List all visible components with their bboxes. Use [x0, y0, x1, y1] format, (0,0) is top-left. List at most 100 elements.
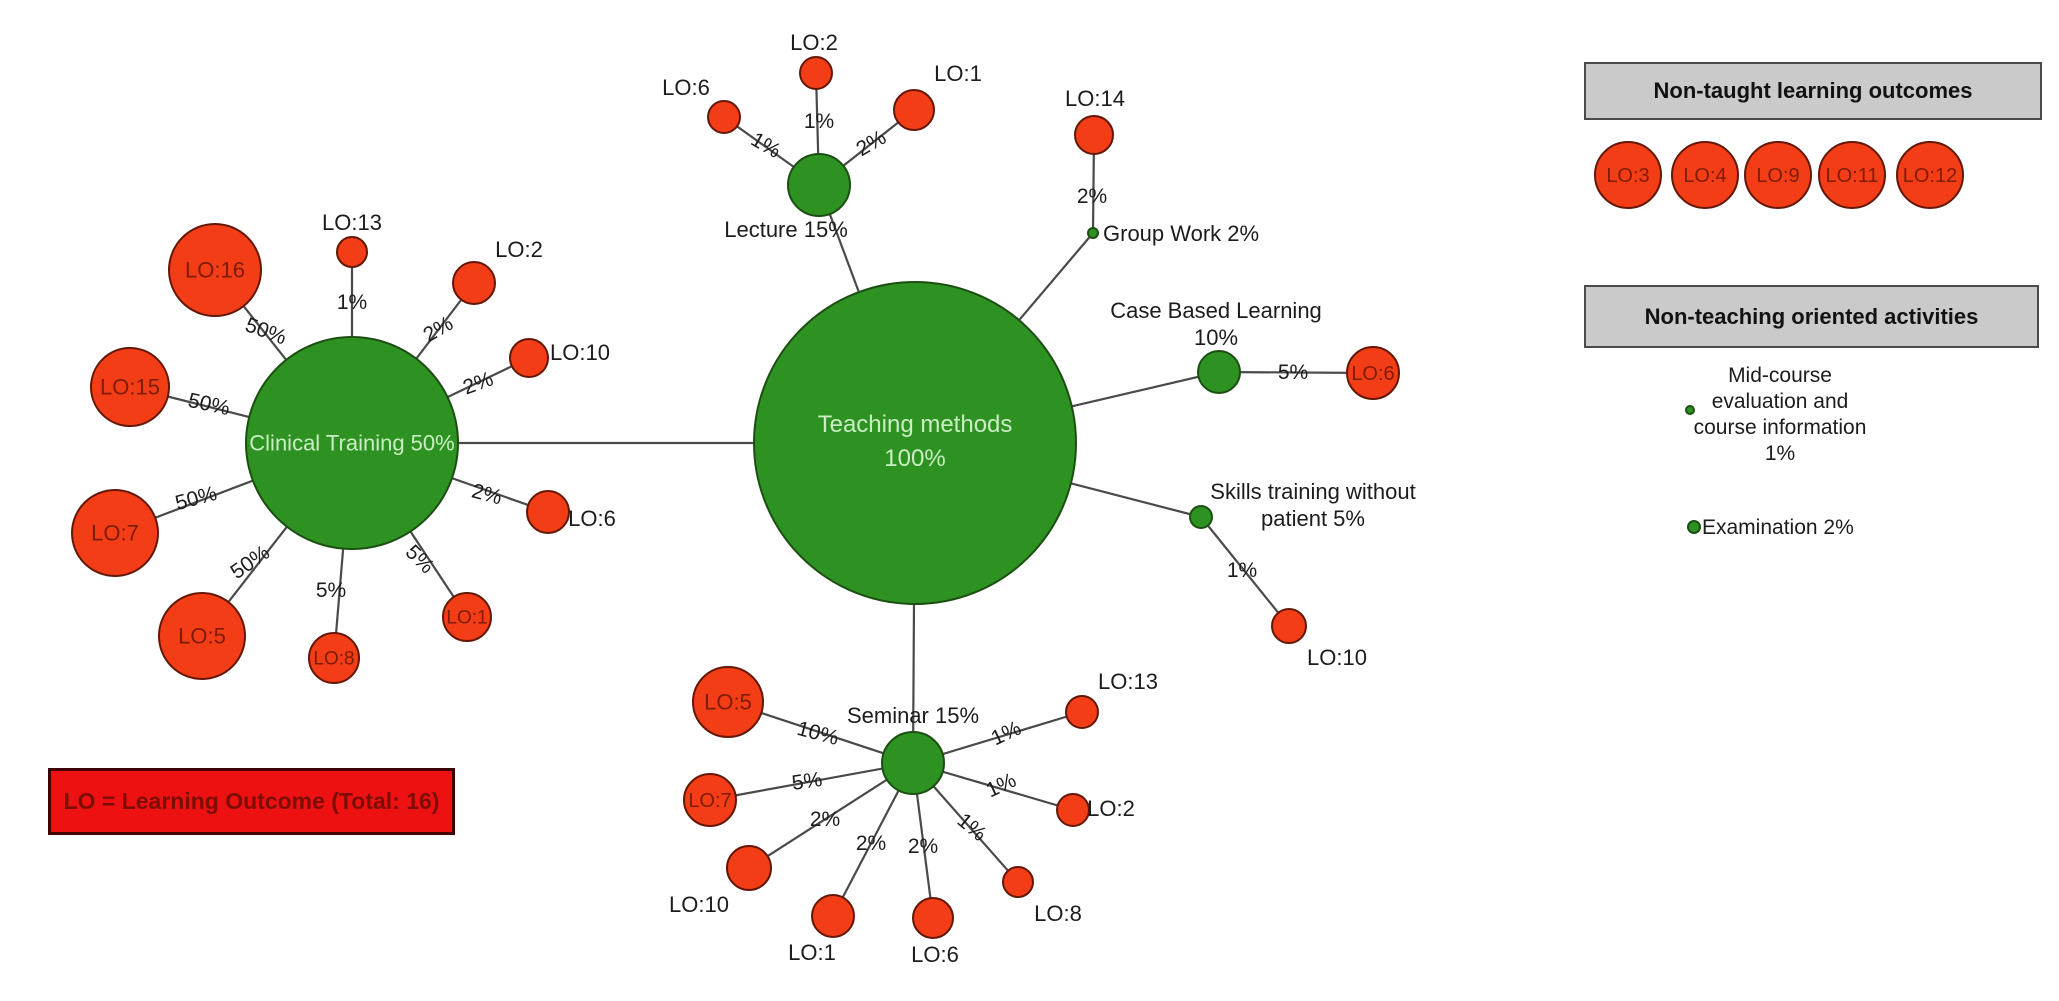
- node-midcourse-dot: [1685, 405, 1695, 415]
- node-seminar-lo1: [811, 894, 855, 938]
- node-label-nontaught-lo4: LO:4: [1683, 165, 1726, 187]
- node-nontaught-lo11: [1818, 141, 1886, 209]
- node-clinical-lo10: [509, 338, 549, 378]
- node-seminar-lo13: [1065, 695, 1099, 729]
- edge-label-21: 1%: [337, 291, 367, 314]
- node-label-lecture-lo1: LO:1: [934, 61, 982, 86]
- edge-13: [709, 761, 914, 802]
- node-label-groupwork-lo14: LO:14: [1065, 86, 1125, 111]
- edge-label-28: 5%: [316, 579, 346, 602]
- node-clinical-lo15: [90, 347, 170, 427]
- node-label-clinical-lo7: LO:7: [91, 521, 139, 546]
- edge-label-20: 50%: [242, 313, 289, 349]
- non-teaching-panel-title: Non-teaching oriented activities: [1644, 303, 1979, 329]
- node-label-lecture: Lecture 15%: [724, 217, 848, 242]
- node-label-seminar-lo10: LO:10: [669, 892, 729, 917]
- node-clinical-lo13: [336, 236, 368, 268]
- node-label-lecture-lo2: LO:2: [790, 30, 838, 55]
- node-lecture-lo2: [799, 56, 833, 90]
- node-seminar-lo10: [726, 845, 772, 891]
- node-label-clinical-lo13: LO:13: [322, 210, 382, 235]
- node-label-nontaught-lo11: LO:11: [1826, 165, 1879, 187]
- non-teaching-panel-header: Non-teaching oriented activities: [1584, 285, 2039, 348]
- node-skills-training: [1189, 505, 1213, 529]
- edge-label-11: 1%: [1227, 559, 1257, 582]
- edge-label-9: 2%: [1077, 185, 1107, 208]
- edge-label-29: 5%: [401, 540, 439, 578]
- edge-14: [748, 762, 914, 869]
- node-label-seminar: Seminar 15%: [847, 703, 979, 728]
- node-examination-dot: [1687, 520, 1701, 534]
- node-seminar-lo2: [1056, 793, 1090, 827]
- node-label-group-work: Group Work 2%: [1103, 221, 1259, 246]
- node-clinical-lo1: [442, 592, 492, 642]
- node-clinical-lo8: [308, 632, 360, 684]
- node-clinical-lo16: [168, 223, 262, 317]
- non-taught-panel-title: Non-taught learning outcomes: [1653, 78, 1973, 103]
- node-lecture-lo6: [707, 100, 741, 134]
- node-label-case-based-learning: Case Based Learning 10%: [1110, 298, 1322, 350]
- node-lecture-lo1: [893, 89, 935, 131]
- node-label-seminar-lo5: LO:5: [704, 690, 752, 715]
- node-clinical-lo5: [158, 592, 246, 680]
- node-clinical-lo6: [526, 490, 570, 534]
- node-seminar: [881, 731, 945, 795]
- edge-label-8: 2%: [852, 126, 890, 161]
- edge-label-18: 1%: [983, 769, 1020, 803]
- legend-text: LO = Learning Outcome (Total: 16): [63, 788, 440, 814]
- node-label-clinical-training: Clinical Training 50%: [249, 431, 454, 456]
- node-label-clinical-lo15: LO:15: [100, 375, 160, 400]
- node-casebased-lo6: [1346, 346, 1400, 400]
- edge-label-15: 2%: [856, 832, 886, 855]
- node-nontaught-lo4: [1671, 141, 1739, 209]
- node-seminar-lo5: [692, 666, 764, 738]
- node-groupwork-lo14: [1074, 115, 1114, 155]
- node-label-clinical-lo6: LO:6: [568, 506, 616, 531]
- node-seminar-lo8: [1002, 866, 1034, 898]
- non-taught-panel-header: Non-taught learning outcomes: [1584, 62, 2042, 120]
- edge-label-22: 2%: [419, 312, 457, 347]
- edge-label-16: 2%: [908, 835, 938, 858]
- node-label-seminar-lo13: LO:13: [1098, 669, 1158, 694]
- node-skills-lo10: [1271, 608, 1307, 644]
- node-nontaught-lo9: [1744, 141, 1812, 209]
- node-label-seminar-lo2: LO:2: [1087, 796, 1135, 821]
- node-label-clinical-lo5: LO:5: [178, 624, 226, 649]
- node-label-nontaught-lo3: LO:3: [1606, 165, 1649, 187]
- node-label-clinical-lo2: LO:2: [495, 237, 543, 262]
- node-clinical-lo7: [71, 489, 159, 577]
- node-case-based-learning: [1197, 350, 1241, 394]
- node-label-clinical-lo16: LO:16: [185, 258, 245, 283]
- node-label-teaching-methods: Teaching methods 100%: [818, 411, 1013, 472]
- edge-label-26: 2%: [469, 479, 504, 509]
- node-label-casebased-lo6: LO:6: [1351, 363, 1394, 385]
- edge-label-12: 10%: [795, 717, 842, 750]
- edge-label-7: 1%: [804, 110, 834, 133]
- edge-label-6: 1%: [747, 128, 785, 163]
- node-lecture: [787, 153, 851, 217]
- node-group-work: [1087, 227, 1099, 239]
- node-clinical-training: [245, 336, 459, 550]
- node-label-clinical-lo10: LO:10: [550, 340, 610, 365]
- node-label-skills-training: Skills training without patient 5%: [1210, 479, 1415, 531]
- edge-label-14: 2%: [810, 808, 840, 831]
- edge-label-19: 1%: [988, 717, 1025, 751]
- legend-box: LO = Learning Outcome (Total: 16): [48, 768, 455, 835]
- node-label-seminar-lo1: LO:1: [788, 940, 836, 965]
- node-label-skills-lo10: LO:10: [1307, 645, 1367, 670]
- node-clinical-lo2: [452, 261, 496, 305]
- edge-label-27: 50%: [226, 541, 274, 584]
- node-seminar-lo7: [683, 773, 737, 827]
- node-seminar-lo6: [912, 897, 954, 939]
- edge-label-25: 50%: [173, 482, 220, 515]
- edge-11: [1200, 516, 1290, 627]
- text-examination-note: Examination 2%: [1702, 516, 1854, 539]
- edge-label-10: 5%: [1278, 361, 1308, 384]
- node-label-seminar-lo6: LO:6: [911, 942, 959, 967]
- node-label-nontaught-lo9: LO:9: [1756, 165, 1799, 187]
- node-nontaught-lo3: [1594, 141, 1662, 209]
- node-label-lecture-lo6: LO:6: [662, 75, 710, 100]
- node-label-clinical-lo8: LO:8: [313, 649, 354, 670]
